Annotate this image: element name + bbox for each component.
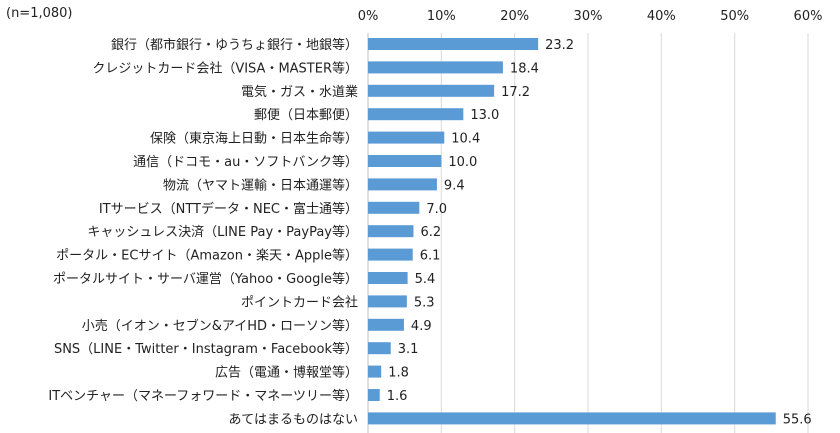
x-tick-label: 50% xyxy=(720,9,749,24)
data-label: 6.1 xyxy=(420,249,441,264)
category-label: 保険（東京海上日動・日本生命等） xyxy=(150,131,358,147)
category-label: 電気・ガス・水道業 xyxy=(241,84,358,100)
bar xyxy=(368,178,437,191)
category-label: クレジットカード会社（VISA・MASTER等） xyxy=(92,60,358,76)
data-label: 5.4 xyxy=(415,272,436,287)
category-label: ポータル・ECサイト（Amazon・楽天・Apple等） xyxy=(56,248,358,264)
category-label: ITベンチャー（マネーフォワード・マネーツリー等） xyxy=(48,388,358,404)
category-label: 物流（ヤマト運輸・日本通運等） xyxy=(163,177,358,193)
data-label: 7.0 xyxy=(426,202,447,217)
category-label: 広告（電通・博報堂等） xyxy=(215,365,358,381)
bar xyxy=(368,365,382,378)
bar xyxy=(368,412,776,425)
data-label: 1.8 xyxy=(388,366,409,381)
data-label: 13.0 xyxy=(470,108,499,123)
bar xyxy=(368,272,408,284)
bar xyxy=(368,38,539,50)
bar xyxy=(368,225,414,238)
bar xyxy=(368,318,404,331)
category-label: ポイントカード会社 xyxy=(241,294,358,310)
data-label: 1.6 xyxy=(387,389,408,404)
category-label: 銀行（都市銀行・ゆうちょ銀行・地銀等） xyxy=(111,37,358,53)
x-tick-label: 20% xyxy=(500,9,529,24)
bar xyxy=(368,342,391,355)
data-label: 3.1 xyxy=(398,342,419,357)
category-label: 郵便（日本郵便） xyxy=(254,108,358,123)
data-label: 17.2 xyxy=(501,85,530,100)
bar xyxy=(368,108,464,121)
category-label: キャッシュレス決済（LINE Pay・PayPay等） xyxy=(87,224,358,240)
category-label: SNS（LINE・Twitter・Instagram・Facebook等） xyxy=(54,341,358,357)
x-tick-label: 10% xyxy=(427,9,456,24)
x-tick-label: 60% xyxy=(794,9,823,24)
category-label: 小売（イオン・セブン&アイHD・ローソン等） xyxy=(82,318,358,334)
category-label: ITサービス（NTTデータ・NEC・富士通等） xyxy=(99,201,358,217)
bar xyxy=(368,61,503,74)
bar xyxy=(368,84,495,97)
data-label: 23.2 xyxy=(545,38,574,53)
bar xyxy=(368,295,407,308)
bar xyxy=(368,248,413,261)
data-label: 9.4 xyxy=(444,178,465,193)
data-label: 18.4 xyxy=(510,61,539,76)
category-label: ポータルサイト・サーバ運営（Yahoo・Google等） xyxy=(53,271,358,287)
bar xyxy=(368,131,445,144)
x-tick-label: 30% xyxy=(574,9,603,24)
x-tick-label: 0% xyxy=(358,9,379,24)
category-label: 通信（ドコモ・au・ソフトバンク等） xyxy=(133,154,358,170)
category-label: あてはまるものはない xyxy=(229,412,358,427)
data-label: 10.0 xyxy=(448,155,477,170)
data-label: 4.9 xyxy=(411,319,432,334)
data-label: 55.6 xyxy=(783,412,812,427)
x-tick-label: 40% xyxy=(647,9,676,24)
bar xyxy=(368,389,380,401)
bar xyxy=(368,155,442,167)
data-label: 10.4 xyxy=(451,132,480,147)
data-label: 5.3 xyxy=(414,295,435,310)
sample-size-note: (n=1,080) xyxy=(6,6,73,21)
bar xyxy=(368,201,420,214)
data-label: 6.2 xyxy=(420,225,441,240)
